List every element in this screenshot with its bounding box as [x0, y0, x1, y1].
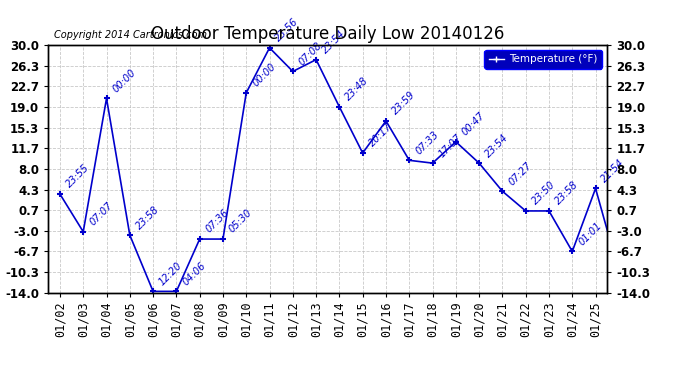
Text: 07:33: 07:33 [413, 129, 440, 156]
Legend: Temperature (°F): Temperature (°F) [484, 50, 602, 69]
Text: 05:30: 05:30 [227, 208, 254, 235]
Text: 23:58: 23:58 [134, 204, 161, 231]
Text: 07:08: 07:08 [297, 40, 324, 67]
Text: 20:17: 20:17 [367, 122, 394, 149]
Text: 00:00: 00:00 [110, 67, 138, 94]
Text: 07:27: 07:27 [506, 160, 533, 187]
Text: 23:54: 23:54 [320, 28, 347, 56]
Text: 23:55: 23:55 [64, 163, 91, 190]
Text: 17:07: 17:07 [437, 132, 464, 159]
Text: 01:01: 01:01 [576, 220, 604, 247]
Text: 21:54: 21:54 [600, 157, 627, 184]
Text: 04:06: 04:06 [181, 260, 208, 287]
Text: 23:48: 23:48 [344, 76, 371, 103]
Text: 07:36: 07:36 [204, 208, 231, 235]
Text: 23:59: 23:59 [390, 90, 417, 117]
Text: 23:56: 23:56 [274, 16, 301, 44]
Text: 07:47: 07:47 [0, 374, 1, 375]
Text: 00:00: 00:00 [250, 62, 277, 88]
Text: 07:07: 07:07 [88, 201, 115, 228]
Text: 12:20: 12:20 [157, 260, 184, 287]
Text: 23:50: 23:50 [530, 180, 557, 207]
Text: Copyright 2014 Cartronics.com: Copyright 2014 Cartronics.com [54, 30, 207, 40]
Text: 23:54: 23:54 [483, 132, 511, 159]
Text: 00:47: 00:47 [460, 111, 487, 138]
Text: 23:58: 23:58 [553, 180, 580, 207]
Title: Outdoor Temperature Daily Low 20140126: Outdoor Temperature Daily Low 20140126 [151, 26, 504, 44]
